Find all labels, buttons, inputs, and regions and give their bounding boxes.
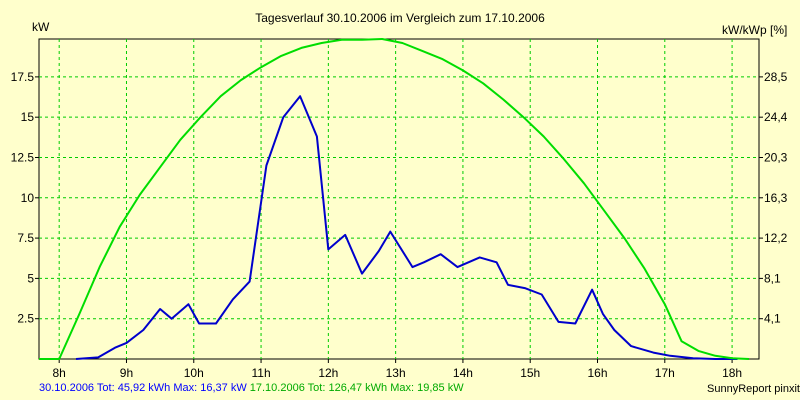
x-tick-label: 18h: [722, 366, 742, 380]
series-line-1: [75, 95, 738, 360]
grid: [39, 39, 759, 359]
y-tick-label-right: 8,1: [764, 271, 781, 285]
y-tick-label-left: 17.5: [11, 70, 35, 84]
y-tick-label-left: 10: [21, 191, 35, 205]
y-tick-label-right: 28,5: [764, 70, 788, 84]
y-tick-label-left: 5: [27, 271, 34, 285]
chart-title: Tagesverlauf 30.10.2006 im Vergleich zum…: [255, 11, 545, 25]
x-tick-label: 14h: [453, 366, 473, 380]
y-tick-label-left: 2.5: [17, 312, 34, 326]
y-tick-label-left: 7.5: [17, 231, 34, 245]
y-tick-label-right: 24,4: [764, 110, 788, 124]
x-tick-label: 11h: [251, 366, 270, 380]
x-tick-label: 13h: [386, 366, 406, 380]
y-tick-label-right: 4,1: [764, 312, 781, 326]
series-group: [39, 38, 749, 360]
y-axis-unit-left: kW: [32, 20, 50, 34]
y-tick-label-right: 20,3: [764, 150, 788, 164]
credit-text: SunnyReport pinxit: [707, 383, 800, 395]
x-tick-label: 9h: [120, 366, 133, 380]
legend-entry-series-1: 30.10.2006 Tot: 45,92 kWh Max: 16,37 kW: [39, 382, 247, 394]
x-tick-label: 8h: [53, 366, 66, 380]
plot-area: [38, 38, 760, 360]
y-tick-label-right: 16,3: [764, 191, 788, 205]
x-tick-label: 16h: [587, 366, 607, 380]
series-line-2: [39, 38, 749, 360]
x-tick-label: 10h: [184, 366, 204, 380]
y-axis-unit-right: kW/kWp [%]: [722, 23, 788, 37]
x-tick-label: 12h: [318, 366, 338, 380]
legend-entry-series-2: 17.10.2006 Tot: 126,47 kWh Max: 19,85 kW: [249, 382, 464, 394]
legend: 30.10.2006 Tot: 45,92 kWh Max: 16,37 kW …: [39, 382, 464, 394]
x-tick-label: 15h: [520, 366, 540, 380]
axis-ticks: 8h 9h 10h 11h 12h 13h 14h 15h 16h 17h 18h 2.5 4,1 5 8,…: [11, 70, 788, 380]
y-tick-label-left: 12.5: [11, 150, 35, 164]
y-tick-label-right: 12,2: [764, 231, 788, 245]
x-tick-label: 17h: [655, 366, 675, 380]
y-tick-label-left: 15: [21, 110, 35, 124]
